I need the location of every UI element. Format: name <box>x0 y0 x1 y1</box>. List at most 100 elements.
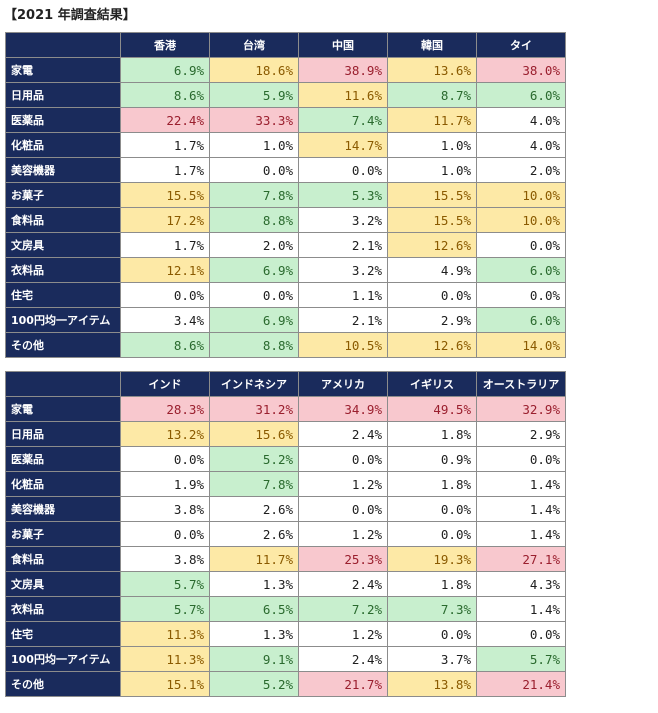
table-cell: 14.0% <box>476 332 566 358</box>
row-header: 文房具 <box>5 571 121 597</box>
table-cell: 7.8% <box>209 182 299 208</box>
table-row: 文房具 1.7% 2.0% 2.1% 12.6% 0.0% <box>5 232 566 258</box>
table-cell: 2.0% <box>476 157 566 183</box>
column-header: 中国 <box>298 32 388 58</box>
table-row: 食料品 17.2% 8.8% 3.2% 15.5% 10.0% <box>5 207 566 233</box>
table-row: 文房具 5.7% 1.3% 2.4% 1.8% 4.3% <box>5 571 566 597</box>
table-cell: 15.6% <box>209 421 299 447</box>
table-cell: 31.2% <box>209 396 299 422</box>
table-cell: 15.1% <box>120 671 210 697</box>
survey-table-1: 香港 台湾 中国 韓国 タイ 家電 6.9% 18.6% 38.9% 13.6% 38.0% 日用品 8… <box>5 32 566 358</box>
table-cell: 0.0% <box>476 621 566 647</box>
table-cell: 17.2% <box>120 207 210 233</box>
row-header: 100円均一アイテム <box>5 646 121 672</box>
table-cell: 2.1% <box>298 232 388 258</box>
row-header: その他 <box>5 671 121 697</box>
table-cell: 3.8% <box>120 546 210 572</box>
column-header: インドネシア <box>209 371 299 397</box>
table-row: 日用品 13.2% 15.6% 2.4% 1.8% 2.9% <box>5 421 566 447</box>
table-cell: 11.6% <box>298 82 388 108</box>
table-cell: 49.5% <box>387 396 477 422</box>
table-cell: 19.3% <box>387 546 477 572</box>
row-header: 家電 <box>5 396 121 422</box>
table-cell: 0.9% <box>387 446 477 472</box>
table-cell: 1.3% <box>209 621 299 647</box>
table-cell: 0.0% <box>476 282 566 308</box>
column-header: アメリカ <box>298 371 388 397</box>
row-header: 衣料品 <box>5 257 121 283</box>
table-cell: 0.0% <box>387 496 477 522</box>
column-header: インド <box>120 371 210 397</box>
row-header: 医薬品 <box>5 107 121 133</box>
table-row: 化粧品 1.7% 1.0% 14.7% 1.0% 4.0% <box>5 132 566 158</box>
table-cell: 1.0% <box>387 157 477 183</box>
table-row: 住宅 11.3% 1.3% 1.2% 0.0% 0.0% <box>5 621 566 647</box>
table-cell: 5.3% <box>298 182 388 208</box>
table-corner-cell <box>5 371 121 397</box>
table-row: その他 15.1% 5.2% 21.7% 13.8% 21.4% <box>5 671 566 697</box>
table-cell: 22.4% <box>120 107 210 133</box>
table-row: その他 8.6% 8.8% 10.5% 12.6% 14.0% <box>5 332 566 358</box>
row-header: 100円均一アイテム <box>5 307 121 333</box>
row-header: 衣料品 <box>5 596 121 622</box>
table-cell: 11.3% <box>120 621 210 647</box>
table-cell: 11.3% <box>120 646 210 672</box>
row-header: お菓子 <box>5 521 121 547</box>
row-header: 医薬品 <box>5 446 121 472</box>
table-cell: 0.0% <box>387 521 477 547</box>
table-cell: 5.2% <box>209 671 299 697</box>
table-cell: 0.0% <box>120 521 210 547</box>
table-row: 日用品 8.6% 5.9% 11.6% 8.7% 6.0% <box>5 82 566 108</box>
row-header: 日用品 <box>5 421 121 447</box>
table-cell: 1.8% <box>387 471 477 497</box>
table-cell: 15.5% <box>387 207 477 233</box>
table-cell: 14.7% <box>298 132 388 158</box>
table-cell: 6.9% <box>120 57 210 83</box>
table-cell: 3.7% <box>387 646 477 672</box>
table-cell: 2.1% <box>298 307 388 333</box>
table-cell: 28.3% <box>120 396 210 422</box>
table-cell: 0.0% <box>476 446 566 472</box>
table-cell: 10.5% <box>298 332 388 358</box>
table-row: 衣料品 12.1% 6.9% 3.2% 4.9% 6.0% <box>5 257 566 283</box>
table-cell: 1.4% <box>476 496 566 522</box>
table-cell: 7.8% <box>209 471 299 497</box>
table-cell: 13.8% <box>387 671 477 697</box>
table-cell: 27.1% <box>476 546 566 572</box>
table-cell: 1.8% <box>387 571 477 597</box>
column-header: イギリス <box>387 371 477 397</box>
table-cell: 2.9% <box>476 421 566 447</box>
table-cell: 7.4% <box>298 107 388 133</box>
table-cell: 12.1% <box>120 257 210 283</box>
table-cell: 0.0% <box>298 157 388 183</box>
table-cell: 8.8% <box>209 332 299 358</box>
table-cell: 5.7% <box>120 596 210 622</box>
column-header: 韓国 <box>387 32 477 58</box>
table-cell: 12.6% <box>387 232 477 258</box>
table-cell: 6.0% <box>476 257 566 283</box>
table-header-row: 香港 台湾 中国 韓国 タイ <box>5 32 566 58</box>
table-cell: 18.6% <box>209 57 299 83</box>
table-corner-cell <box>5 32 121 58</box>
row-header: 家電 <box>5 57 121 83</box>
table-cell: 1.4% <box>476 521 566 547</box>
row-header: 化粧品 <box>5 132 121 158</box>
table-row: 住宅 0.0% 0.0% 1.1% 0.0% 0.0% <box>5 282 566 308</box>
table-cell: 12.6% <box>387 332 477 358</box>
table-cell: 1.2% <box>298 621 388 647</box>
table-cell: 6.0% <box>476 307 566 333</box>
table-row: 医薬品 0.0% 5.2% 0.0% 0.9% 0.0% <box>5 446 566 472</box>
row-header: その他 <box>5 332 121 358</box>
table-cell: 15.5% <box>387 182 477 208</box>
table-row: 100円均一アイテム 3.4% 6.9% 2.1% 2.9% 6.0% <box>5 307 566 333</box>
row-header: 化粧品 <box>5 471 121 497</box>
table-cell: 9.1% <box>209 646 299 672</box>
table-cell: 38.0% <box>476 57 566 83</box>
table-cell: 0.0% <box>120 282 210 308</box>
row-header: お菓子 <box>5 182 121 208</box>
table-cell: 8.8% <box>209 207 299 233</box>
table-cell: 1.4% <box>476 596 566 622</box>
table-cell: 0.0% <box>298 446 388 472</box>
table-cell: 10.0% <box>476 207 566 233</box>
table-cell: 0.0% <box>209 282 299 308</box>
